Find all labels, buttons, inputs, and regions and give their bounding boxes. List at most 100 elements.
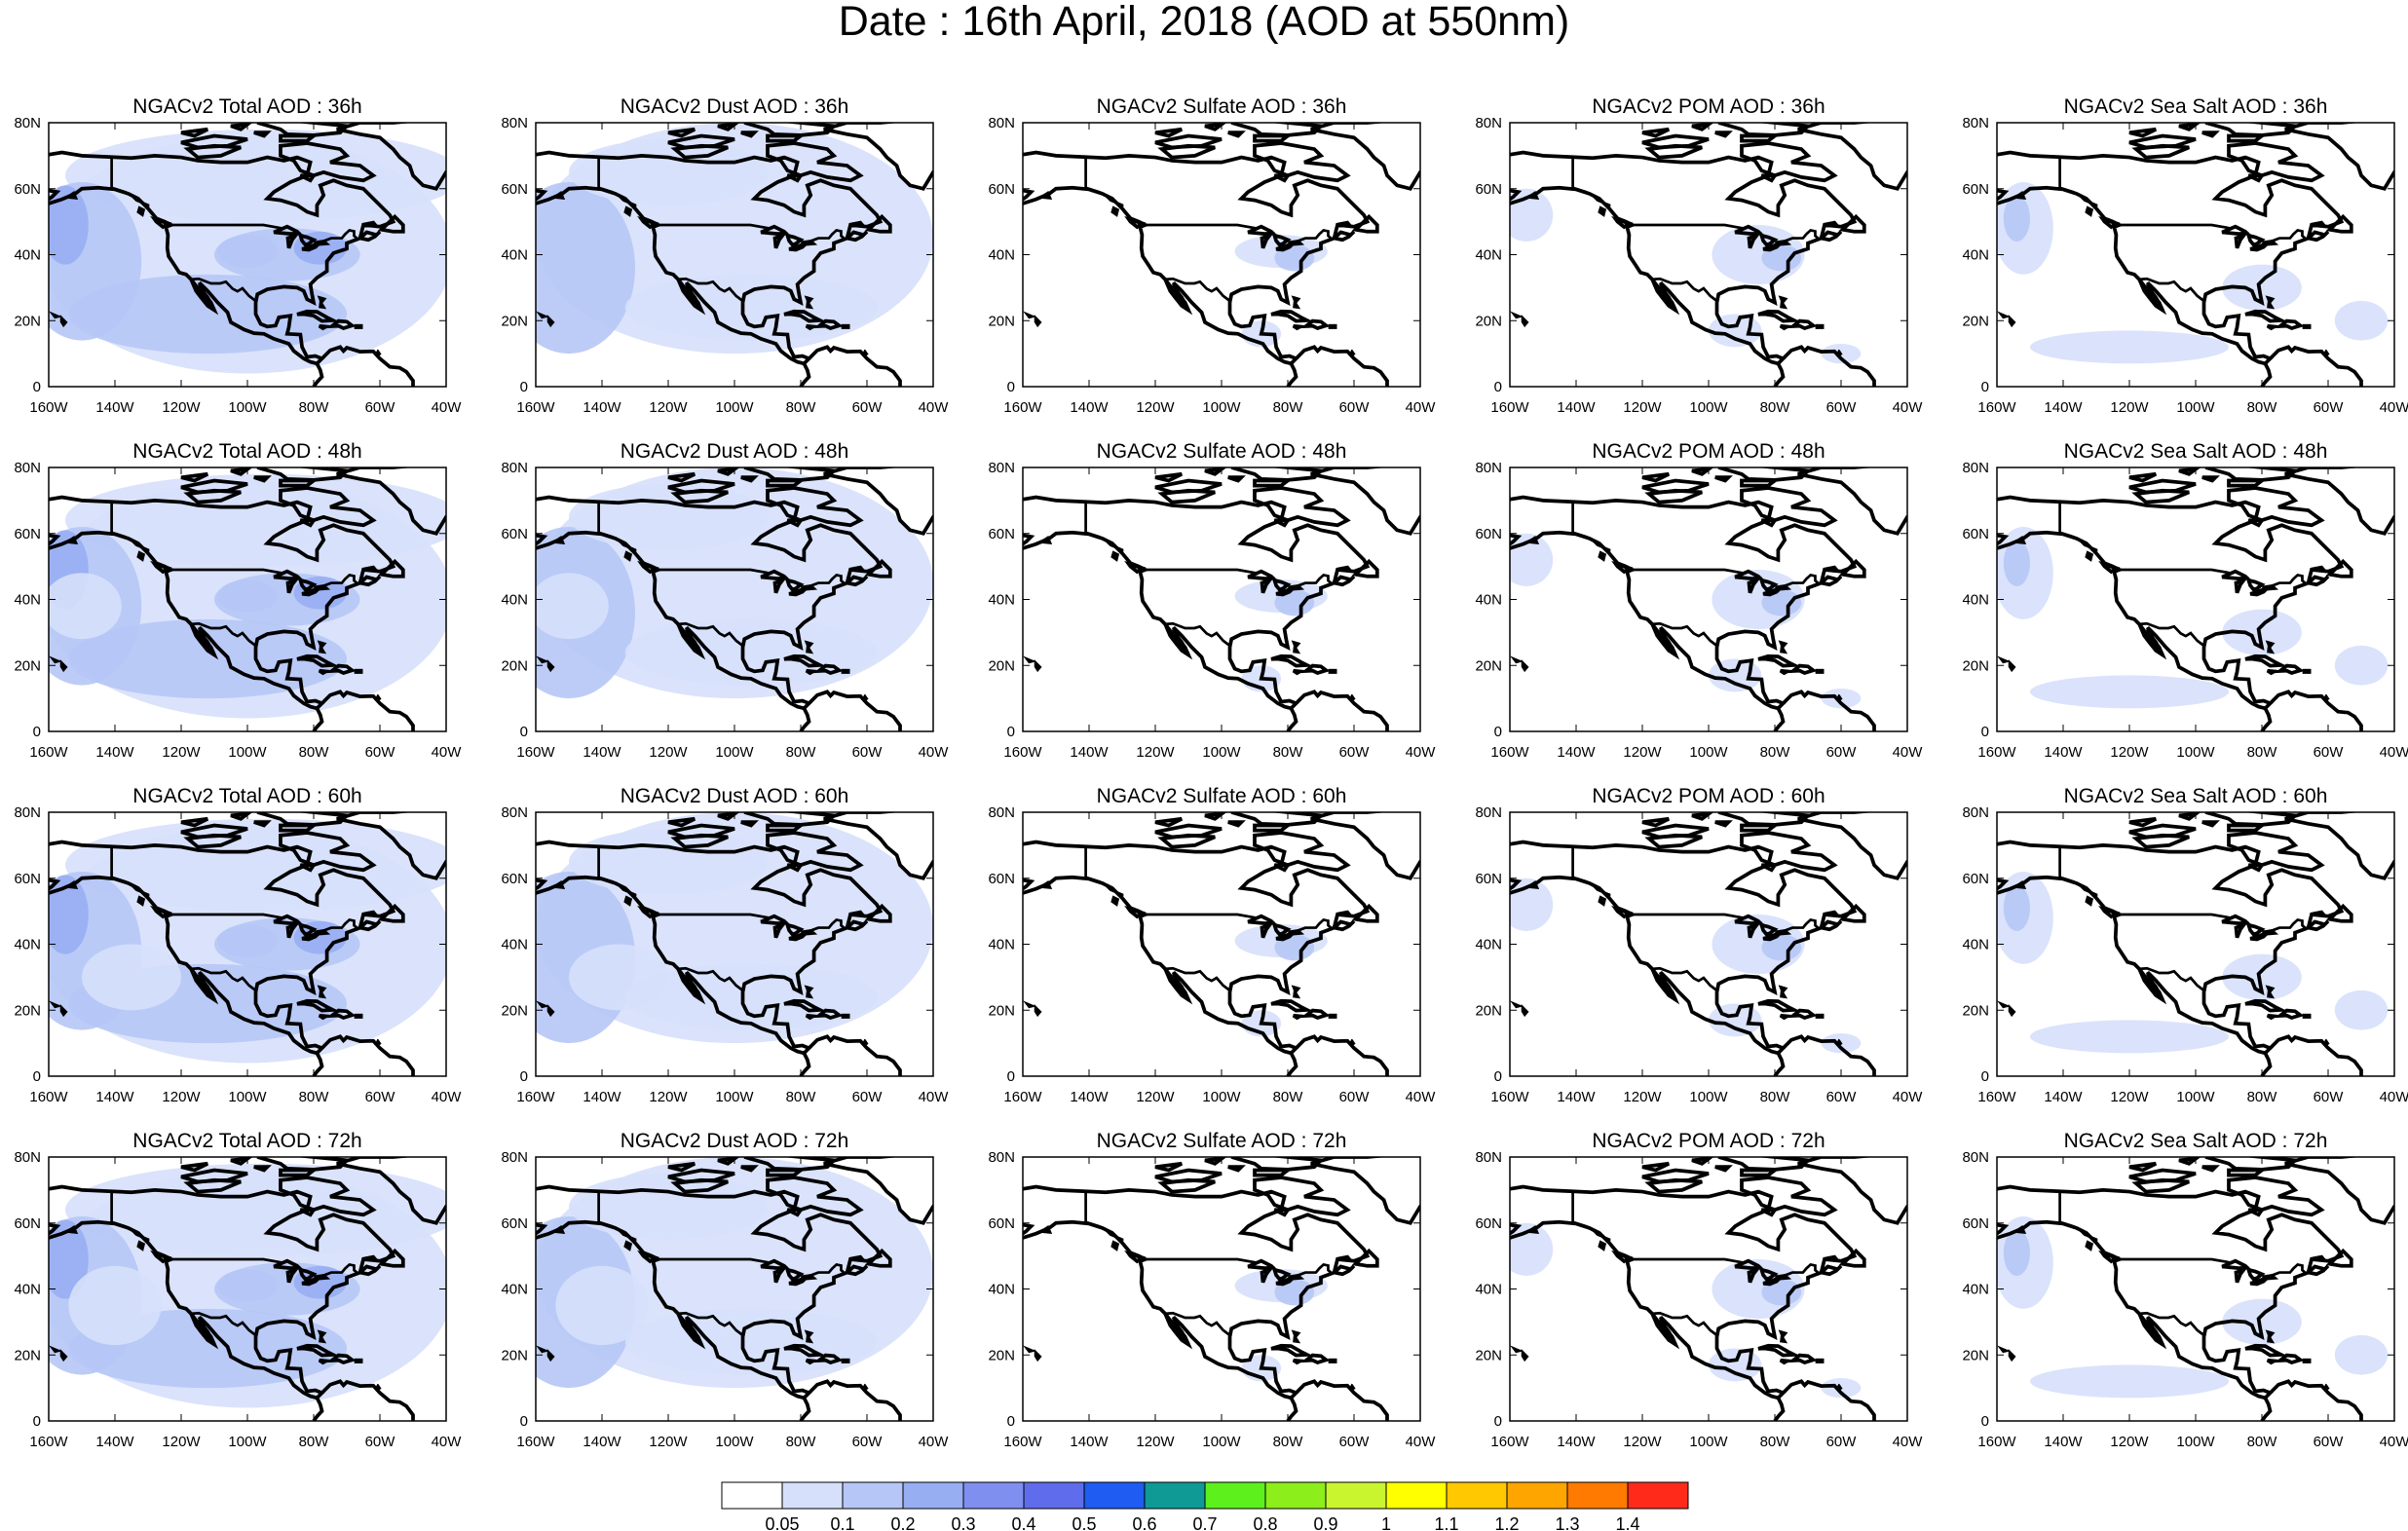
panel-title: NGACv2 Sea Salt AOD : 36h [2064, 95, 2328, 118]
lon-tick-label: 80W [1760, 1434, 1791, 1450]
aod-field [82, 944, 181, 1011]
aod-field [293, 1265, 347, 1299]
lat-tick-label: 20N [501, 313, 528, 329]
lat-tick-label: 0 [33, 1413, 41, 1430]
lon-tick-label: 80W [1760, 399, 1791, 416]
lat-tick-label: 60N [1962, 181, 1989, 198]
aod-field [2222, 264, 2302, 312]
lon-tick-label: 160W [1003, 1089, 1042, 1105]
map-background [1510, 467, 1907, 731]
lon-tick-label: 160W [1490, 1434, 1529, 1450]
aod-field [293, 231, 347, 265]
colorbar-swatch [1627, 1481, 1689, 1510]
aod-field [2334, 990, 2389, 1030]
lon-tick-label: 40W [432, 399, 463, 416]
aod-field [2030, 1364, 2229, 1399]
lat-tick-label: 0 [1981, 1068, 1989, 1085]
aod-field [1274, 934, 1315, 961]
lat-tick-label: 80N [14, 460, 41, 476]
aod-field [2030, 1020, 2229, 1054]
lon-tick-label: 120W [162, 399, 201, 416]
lon-tick-label: 160W [1490, 399, 1529, 416]
colorbar-label: 0.6 [1132, 1514, 1156, 1531]
lon-tick-label: 100W [228, 399, 267, 416]
lon-tick-label: 100W [228, 1089, 267, 1105]
aod-field [1274, 1279, 1315, 1306]
panel-title: NGACv2 Dust AOD : 60h [621, 785, 849, 807]
aod-field [49, 573, 122, 640]
aod-field [2222, 953, 2302, 1001]
lon-tick-label: 160W [516, 1434, 555, 1450]
lon-tick-label: 160W [1977, 399, 2016, 416]
map-panel-dust-48h: NGACv2 Dust AOD : 48h 160W 140W 120W 100W 80W… [501, 440, 949, 761]
lon-tick-label: 60W [1339, 399, 1371, 416]
lon-tick-label: 100W [1202, 1434, 1241, 1450]
lat-tick-label: 20N [1962, 1002, 1989, 1019]
lon-tick-label: 100W [228, 744, 267, 761]
lat-tick-label: 60N [501, 1215, 528, 1232]
lon-tick-label: 80W [786, 1434, 817, 1450]
colorbar-label: 1.4 [1615, 1514, 1639, 1531]
lon-tick-label: 40W [432, 1089, 463, 1105]
lon-tick-label: 100W [715, 399, 754, 416]
aod-field [569, 1173, 768, 1240]
aod-field [49, 185, 89, 265]
lat-tick-label: 0 [1007, 1068, 1015, 1085]
lon-tick-label: 100W [1689, 1089, 1728, 1105]
aod-field [1761, 244, 1802, 272]
map-background [1023, 467, 1420, 731]
lon-tick-label: 120W [1136, 1089, 1175, 1105]
lon-tick-label: 140W [2044, 1434, 2083, 1450]
lon-tick-label: 40W [1893, 1089, 1924, 1105]
aod-field [2334, 645, 2389, 686]
colorbar-label: 1.3 [1555, 1514, 1579, 1531]
aod-field [49, 1219, 89, 1299]
map-background [1023, 123, 1420, 387]
lon-tick-label: 100W [2176, 1089, 2215, 1105]
lon-tick-label: 60W [1826, 1434, 1858, 1450]
lat-tick-label: 0 [1981, 724, 1989, 740]
colorbar-label: 1.2 [1494, 1514, 1519, 1531]
lat-tick-label: 60N [1475, 526, 1502, 542]
lat-tick-label: 80N [988, 1149, 1015, 1166]
lon-tick-label: 60W [852, 1089, 884, 1105]
lat-tick-label: 80N [1475, 460, 1502, 476]
colorbar-label: 1 [1381, 1514, 1391, 1531]
aod-field [555, 1265, 649, 1346]
map-panel-dust-36h: NGACv2 Dust AOD : 36h 160W 140W 120W 100W 80W… [501, 95, 949, 416]
aod-field [68, 274, 347, 355]
lon-tick-label: 60W [365, 744, 396, 761]
lon-tick-label: 40W [1893, 399, 1924, 416]
lat-tick-label: 40N [1475, 592, 1502, 609]
map-panel-sulfate-36h: NGACv2 Sulfate AOD : 36h 160W 140W 120W 100W… [988, 95, 1436, 416]
lon-tick-label: 160W [29, 1434, 68, 1450]
lon-tick-label: 160W [1003, 744, 1042, 761]
lon-tick-label: 80W [2247, 744, 2278, 761]
map-panel-sulfate-72h: NGACv2 Sulfate AOD : 72h 160W 140W 120W 100W… [988, 1130, 1436, 1450]
aod-field [65, 473, 446, 567]
colorbar-label: 0.4 [1011, 1514, 1035, 1531]
lat-tick-label: 20N [1962, 657, 1989, 674]
lon-tick-label: 100W [2176, 1434, 2215, 1450]
aod-field [293, 920, 347, 954]
panel-title: NGACv2 Total AOD : 72h [132, 1130, 361, 1152]
lat-tick-label: 0 [1494, 724, 1502, 740]
lon-tick-label: 120W [649, 744, 688, 761]
colorbar-swatch [1144, 1481, 1206, 1510]
lon-tick-label: 120W [2110, 1434, 2149, 1450]
lon-tick-label: 40W [2380, 399, 2408, 416]
lon-tick-label: 140W [95, 399, 134, 416]
colorbar-swatch [1204, 1481, 1266, 1510]
lat-tick-label: 0 [33, 724, 41, 740]
colorbar: 0.05 0.1 0.2 0.3 0.4 0.5 0.6 0.7 0.8 0.9 1 1.1 1.2 1.… [721, 1481, 1689, 1531]
lon-tick-label: 100W [1689, 399, 1728, 416]
lon-tick-label: 100W [1202, 399, 1241, 416]
lon-tick-label: 60W [365, 1089, 396, 1105]
lon-tick-label: 80W [2247, 399, 2278, 416]
panel-title: NGACv2 POM AOD : 36h [1592, 95, 1825, 118]
colorbar-swatch [1325, 1481, 1387, 1510]
lat-tick-label: 60N [14, 1215, 41, 1232]
aod-field [536, 182, 635, 355]
lon-tick-label: 140W [1557, 1089, 1596, 1105]
lat-tick-label: 0 [33, 1068, 41, 1085]
